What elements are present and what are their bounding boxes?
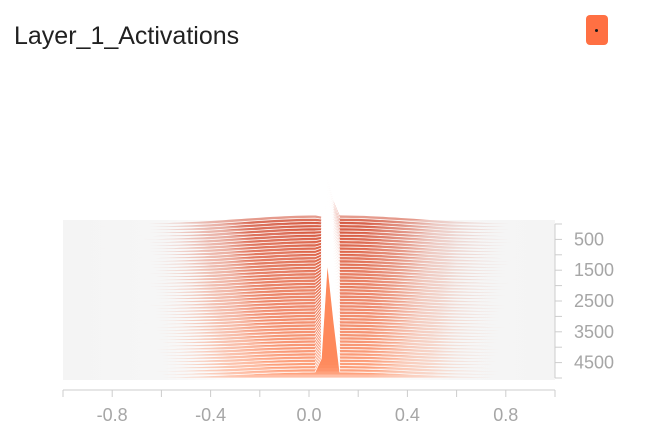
y-tick-label: 500	[574, 229, 604, 249]
y-tick-label: 3500	[574, 322, 614, 342]
ridge-layer	[62, 176, 556, 380]
y-tick-label: 1500	[574, 260, 614, 280]
y-tick-label: 2500	[574, 291, 614, 311]
chart-title: Layer_1_Activations	[14, 22, 240, 50]
x-tick-label: -0.8	[97, 405, 128, 425]
x-tick-label: 0.8	[493, 405, 518, 425]
x-tick-label: 0.0	[296, 405, 321, 425]
color-badge-button[interactable]	[586, 15, 608, 45]
ridge-series-0	[62, 176, 556, 225]
x-tick-label: -0.4	[195, 405, 226, 425]
x-ticks: -0.8 -0.4 0.0 0.4 0.8	[62, 390, 556, 425]
y-tick-label: 4500	[574, 353, 614, 373]
edge-fade-overlay	[63, 220, 555, 380]
y-axis: 500 1500 2500 3500 4500	[554, 223, 614, 379]
x-axis: -0.8 -0.4 0.0 0.4 0.8	[62, 389, 556, 425]
ridge-series-1	[62, 178, 556, 228]
y-ticks: 500 1500 2500 3500 4500	[555, 223, 614, 379]
dot-icon	[595, 29, 598, 32]
x-tick-label: 0.4	[395, 405, 420, 425]
